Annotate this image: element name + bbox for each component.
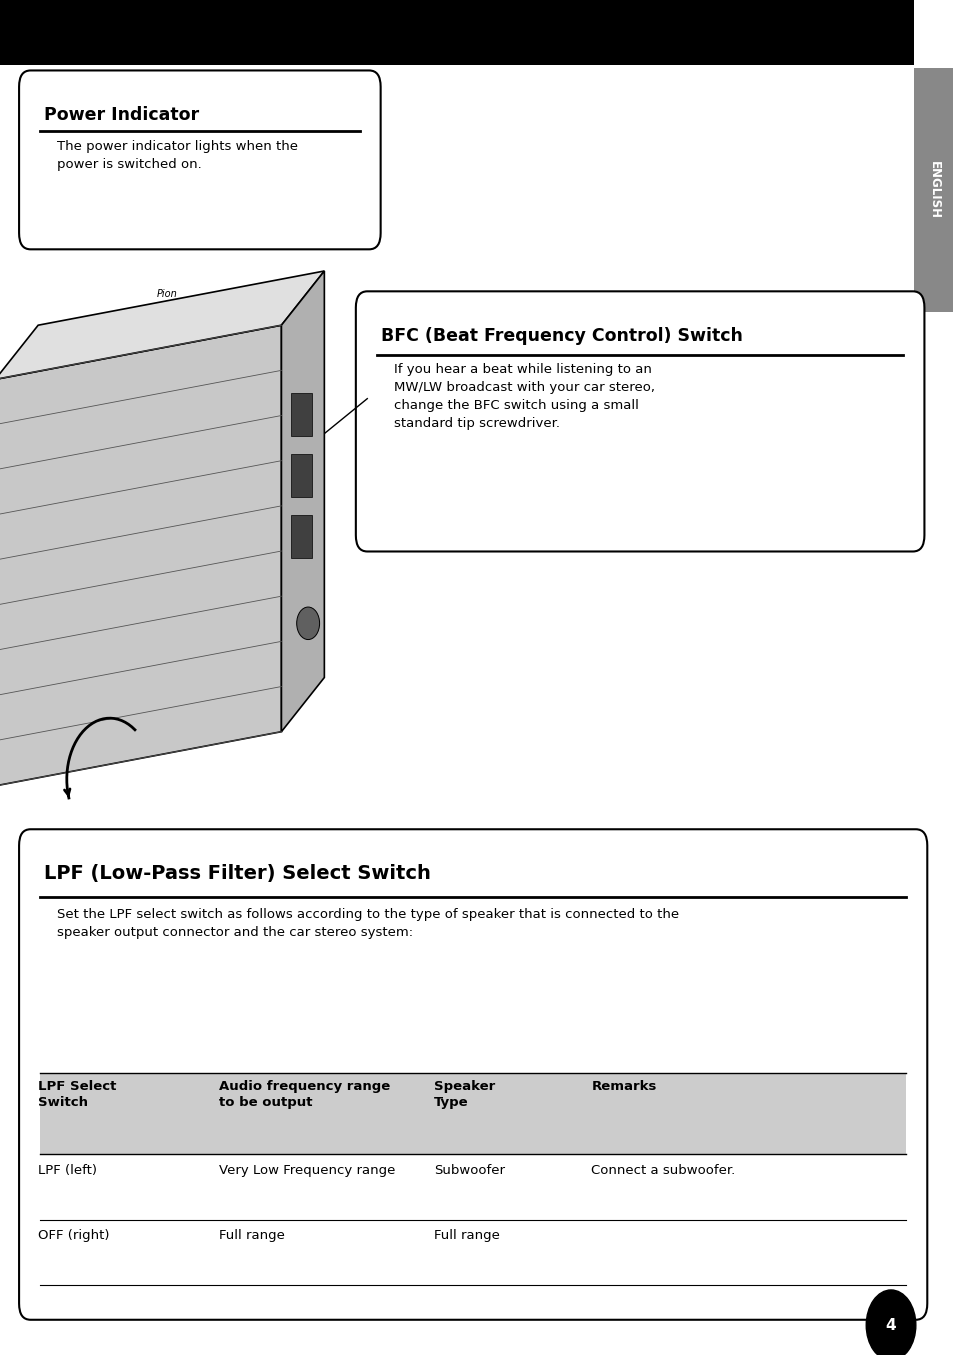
FancyBboxPatch shape: [19, 829, 926, 1320]
Text: ENGLISH: ENGLISH: [927, 161, 940, 218]
Text: Subwoofer: Subwoofer: [434, 1164, 504, 1177]
Text: Very Low Frequency range: Very Low Frequency range: [219, 1164, 395, 1177]
Text: Audio frequency range
to be output: Audio frequency range to be output: [219, 1080, 391, 1108]
Text: Pion: Pion: [156, 289, 177, 299]
FancyBboxPatch shape: [291, 454, 312, 497]
Text: LPF (Low-Pass Filter) Select Switch: LPF (Low-Pass Filter) Select Switch: [44, 864, 431, 883]
Text: Full range: Full range: [434, 1229, 499, 1243]
Text: Speaker
Type: Speaker Type: [434, 1080, 495, 1108]
Text: 4: 4: [884, 1317, 896, 1333]
Text: Connect a subwoofer.: Connect a subwoofer.: [591, 1164, 735, 1177]
FancyBboxPatch shape: [40, 1073, 905, 1154]
Text: The power indicator lights when the
power is switched on.: The power indicator lights when the powe…: [57, 140, 298, 171]
Text: Remarks: Remarks: [591, 1080, 657, 1093]
Text: LPF Select
Switch: LPF Select Switch: [38, 1080, 116, 1108]
Polygon shape: [0, 325, 281, 786]
Text: BFC (Beat Frequency Control) Switch: BFC (Beat Frequency Control) Switch: [380, 327, 741, 344]
FancyBboxPatch shape: [0, 0, 913, 65]
FancyBboxPatch shape: [913, 68, 953, 312]
Text: Set the LPF select switch as follows according to the type of speaker that is co: Set the LPF select switch as follows acc…: [57, 908, 679, 939]
Polygon shape: [281, 271, 324, 732]
Text: Full range: Full range: [219, 1229, 285, 1243]
Circle shape: [296, 607, 319, 640]
Text: LPF (left): LPF (left): [38, 1164, 97, 1177]
Text: OFF (right): OFF (right): [38, 1229, 110, 1243]
FancyBboxPatch shape: [291, 393, 312, 436]
Text: If you hear a beat while listening to an
MW/LW broadcast with your car stereo,
c: If you hear a beat while listening to an…: [394, 363, 655, 430]
Circle shape: [865, 1290, 915, 1355]
Text: Power Indicator: Power Indicator: [44, 106, 199, 123]
FancyBboxPatch shape: [19, 70, 380, 249]
FancyBboxPatch shape: [355, 291, 923, 551]
FancyBboxPatch shape: [291, 515, 312, 558]
Polygon shape: [0, 271, 324, 379]
